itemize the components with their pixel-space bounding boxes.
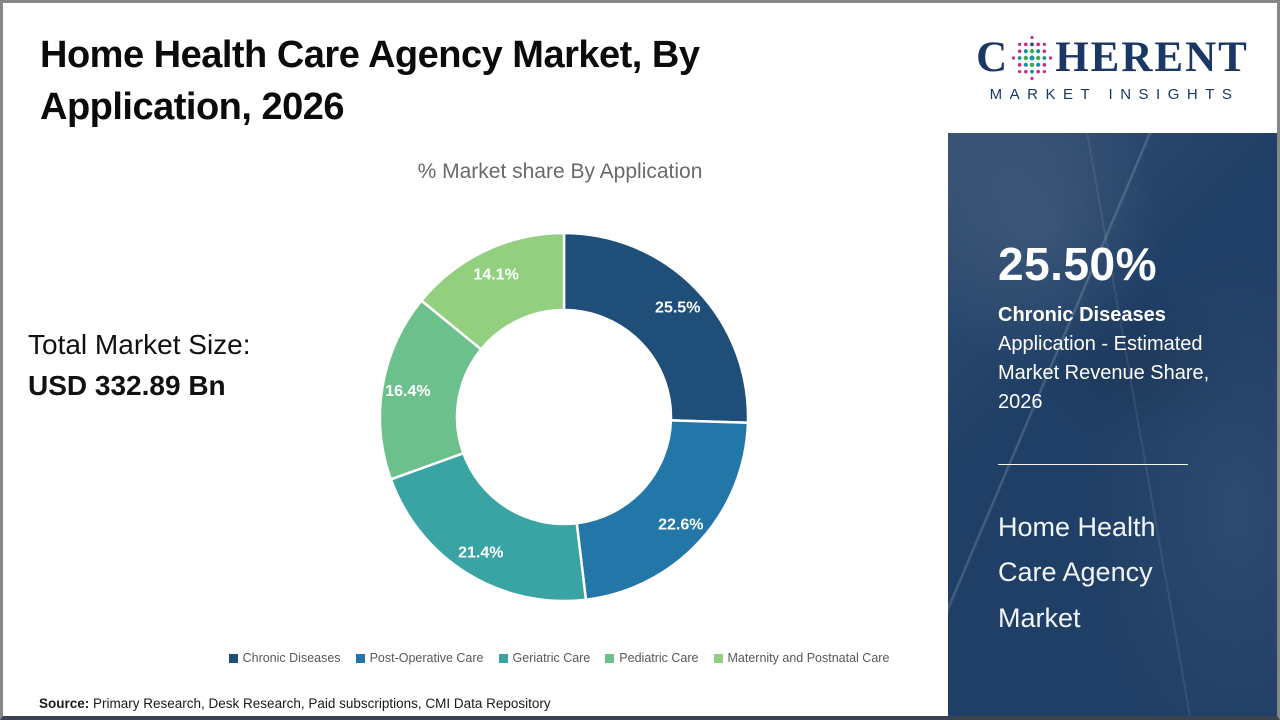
logo-area: C HERENT MARKET INSIGHTS — [948, 3, 1277, 133]
donut-segment-4 — [420, 231, 566, 351]
coherent-logo: C HERENT — [976, 34, 1249, 82]
sidebar-highlight-desc: Application - Estimated Market Revenue S… — [998, 333, 1210, 413]
total-market-size-value: USD 332.89 Bn — [28, 369, 226, 401]
total-market-size: Total Market Size: USD 332.89 Bn — [28, 325, 251, 406]
legend-item-1: Post-Operative Care — [355, 651, 484, 665]
globe-dot — [1017, 55, 1022, 60]
legend-swatch-icon — [498, 653, 508, 663]
source-text: Primary Research, Desk Research, Paid su… — [89, 696, 551, 711]
globe-dot — [1042, 42, 1047, 46]
chart-title: % Market share By Application — [417, 160, 703, 183]
globe-dot — [1023, 55, 1029, 60]
donut-segment-1 — [575, 419, 750, 601]
sidebar-highlight-title: Chronic Diseases — [998, 304, 1166, 326]
globe-dot — [1036, 69, 1041, 73]
legend-swatch-icon — [713, 653, 723, 663]
globe-dot — [1030, 62, 1035, 67]
legend-swatch-icon — [355, 653, 365, 663]
legend-label: Post-Operative Care — [369, 651, 484, 665]
coherent-globe-icon — [1012, 35, 1053, 80]
globe-dot — [1036, 48, 1041, 53]
donut-segment-2 — [389, 451, 588, 603]
globe-dot — [1036, 55, 1041, 60]
globe-dot — [1042, 62, 1047, 67]
donut-segment-label-0: 25.5% — [655, 299, 700, 316]
source-label: Source: — [39, 696, 90, 711]
globe-dot — [1023, 48, 1029, 53]
globe-dot — [1018, 42, 1022, 46]
globe-dot — [1018, 69, 1022, 73]
donut-segment-label-1: 22.6% — [658, 516, 703, 533]
globe-dot — [1030, 69, 1035, 74]
legend-item-0: Chronic Diseases — [228, 651, 341, 665]
total-market-size-label: Total Market Size: — [28, 329, 251, 360]
donut-segment-label-4: 14.1% — [473, 266, 518, 283]
logo-letters-rest: HERENT — [1055, 34, 1249, 81]
donut-chart-svg: 25.5% 22.6% 21.4% 16.4% 14.1% — [378, 231, 750, 603]
globe-dot — [1024, 69, 1028, 73]
globe-dot — [1042, 48, 1047, 53]
sidebar-panel: 25.50% Chronic Diseases Application - Es… — [948, 133, 1277, 716]
legend-item-2: Geriatric Care — [498, 651, 591, 665]
globe-dot — [1018, 62, 1022, 67]
globe-dot — [1012, 55, 1016, 60]
globe-dot — [1030, 76, 1034, 80]
globe-dot — [1036, 42, 1041, 46]
globe-dot — [1030, 35, 1034, 39]
logo-letter-c: C — [976, 34, 1010, 81]
sidebar-highlight-value: 25.50% — [998, 238, 1158, 290]
sidebar-content: 25.50% Chronic Diseases Application - Es… — [948, 133, 1277, 641]
globe-dot — [1029, 55, 1035, 60]
donut-chart: 25.5% 22.6% 21.4% 16.4% 14.1% — [374, 227, 754, 607]
legend-swatch-icon — [228, 653, 238, 663]
globe-dot — [1024, 42, 1028, 46]
source-line: Source: Primary Research, Desk Research,… — [39, 696, 551, 711]
globe-dot — [1030, 41, 1035, 46]
globe-dot — [1018, 48, 1022, 53]
donut-segment-label-3: 16.4% — [385, 383, 430, 400]
legend-label: Geriatric Care — [512, 651, 591, 665]
legend-label: Pediatric Care — [619, 651, 699, 665]
globe-dot — [1023, 62, 1029, 67]
legend-item-3: Pediatric Care — [605, 651, 699, 665]
legend-swatch-icon — [605, 653, 615, 663]
logo-tagline: MARKET INSIGHTS — [989, 85, 1240, 103]
donut-segment-0 — [562, 231, 750, 425]
donut-segment-label-2: 21.4% — [458, 544, 503, 561]
globe-dot — [1049, 55, 1053, 60]
globe-dot — [1042, 69, 1047, 73]
sidebar-divider — [998, 464, 1188, 465]
legend-item-4: Maternity and Postnatal Care — [713, 651, 890, 665]
legend-label: Maternity and Postnatal Care — [727, 651, 890, 665]
sidebar-market-name: Home Health Care Agency Market — [998, 512, 1156, 633]
chart-legend: Chronic Diseases Post-Operative Care Geria… — [189, 651, 929, 665]
page-title: Home Health Care Agency Market, By Appli… — [40, 34, 700, 129]
globe-dot — [1036, 62, 1041, 67]
globe-dot — [1030, 48, 1035, 53]
legend-label: Chronic Diseases — [242, 651, 341, 665]
globe-dot — [1042, 55, 1047, 60]
